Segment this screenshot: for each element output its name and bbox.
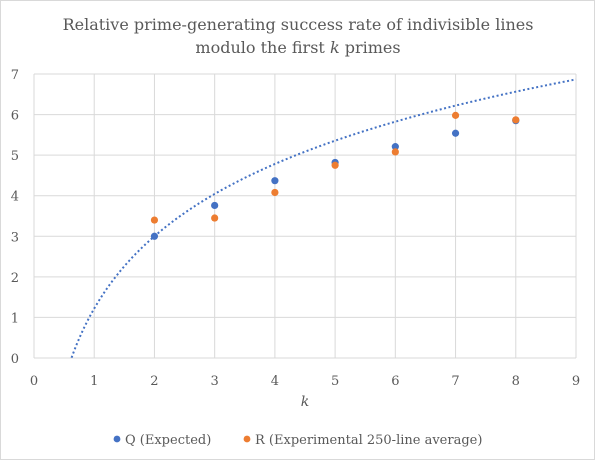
x-tick-label: 4 — [271, 374, 279, 389]
legend-label: R (Experimental 250-line average) — [255, 433, 482, 448]
y-tick-label: 1 — [11, 311, 19, 326]
data-point — [211, 214, 219, 222]
y-tick-label: 3 — [11, 230, 19, 245]
x-tick-label: 6 — [391, 374, 399, 389]
data-point — [271, 188, 279, 197]
gridlines — [33, 73, 577, 359]
data-point — [512, 116, 520, 124]
legend-label: Q (Expected) — [125, 433, 211, 448]
x-tick-label: 5 — [331, 374, 339, 389]
series-1-points — [150, 111, 520, 224]
x-tick-label: 0 — [30, 374, 38, 389]
chart-title-line-1: Relative prime-generating success rate o… — [63, 15, 534, 34]
legend-marker — [113, 435, 121, 443]
data-point — [211, 201, 219, 210]
chart-title: Relative prime-generating success rate o… — [63, 15, 534, 57]
x-tick-label: 8 — [512, 374, 520, 389]
x-tick-label: 1 — [90, 374, 98, 389]
data-points — [150, 111, 520, 240]
legend-marker — [243, 435, 251, 443]
y-tick-label: 7 — [11, 68, 19, 83]
data-point — [271, 177, 279, 185]
y-tick-label: 5 — [11, 149, 19, 164]
chart-title-line-2-prefix: modulo the first — [195, 38, 330, 57]
data-point — [150, 232, 159, 240]
x-axis-label: k — [301, 394, 309, 410]
y-tick-label: 6 — [11, 109, 19, 124]
chart-title-line-2-var: k — [330, 38, 340, 57]
trendline — [70, 78, 577, 359]
y-tick-label: 2 — [11, 271, 19, 286]
x-tick-label: 2 — [150, 374, 158, 389]
data-point — [451, 111, 460, 119]
chart-title-line-2: modulo the first k primes — [195, 38, 400, 57]
data-point — [391, 148, 399, 156]
legend-item: R (Experimental 250-line average) — [243, 433, 482, 448]
legend: Q (Expected) R (Experimental 250-line ave… — [113, 433, 482, 448]
x-tick-label: 7 — [451, 374, 459, 389]
trendline-layer — [70, 78, 577, 359]
chart-title-line-2-suffix: primes — [340, 38, 401, 57]
tick-labels: 0 1 2 3 4 5 6 7 8 9 0 1 2 3 4 5 6 7 — [11, 68, 580, 389]
data-point — [331, 161, 339, 169]
data-point — [451, 129, 460, 137]
data-point — [150, 216, 159, 224]
x-tick-label: 9 — [572, 374, 580, 389]
y-tick-label: 0 — [11, 352, 19, 367]
y-tick-label: 4 — [11, 190, 19, 205]
legend-item: Q (Expected) — [113, 433, 211, 448]
data-point — [391, 143, 399, 151]
x-tick-label: 3 — [211, 374, 219, 389]
